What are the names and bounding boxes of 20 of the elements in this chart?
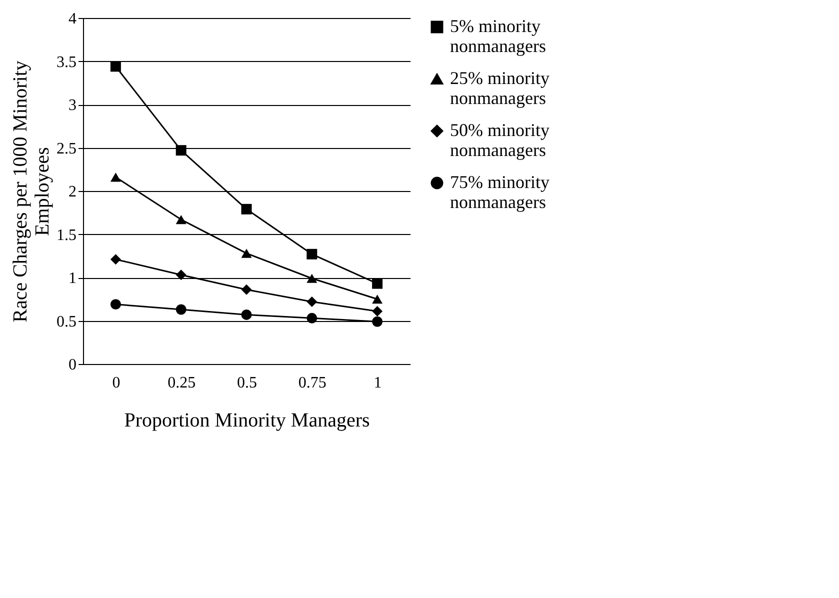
y-tick-label: 3.5 bbox=[56, 54, 76, 71]
y-tick-label: 1 bbox=[68, 270, 76, 287]
legend-label: 5% minority nonmanagers bbox=[450, 16, 546, 56]
y-tick-label: 2 bbox=[68, 184, 76, 200]
y-tick-label: 1.5 bbox=[56, 226, 76, 244]
x-tick-label: 0.75 bbox=[298, 374, 326, 392]
legend-label: 75% minority nonmanagers bbox=[450, 172, 550, 212]
legend-label: 25% minority nonmanagers bbox=[450, 68, 550, 108]
y-tick-label: 0 bbox=[68, 356, 76, 374]
x-axis-title: Proportion Minority Managers bbox=[124, 410, 370, 432]
y-axis-title: Race Charges per 1000 Minority Employees bbox=[10, 60, 54, 322]
y-tick-label: 4 bbox=[68, 10, 76, 28]
y-tick-label: 3 bbox=[68, 97, 76, 114]
x-tick-label: 0.25 bbox=[168, 374, 196, 392]
y-tick-label: 0.5 bbox=[56, 313, 76, 330]
legend-label: 50% minority nonmanagers bbox=[450, 120, 550, 160]
x-tick-label: 1 bbox=[374, 374, 382, 392]
y-tick-label: 2.5 bbox=[56, 140, 76, 158]
x-tick-label: 0.5 bbox=[237, 374, 257, 392]
x-tick-label: 0 bbox=[112, 374, 120, 392]
